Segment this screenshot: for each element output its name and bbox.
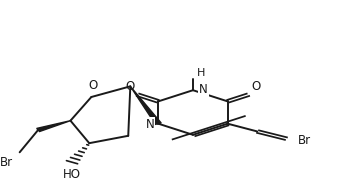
Text: N: N bbox=[199, 83, 208, 96]
Polygon shape bbox=[37, 121, 71, 132]
Text: N: N bbox=[145, 118, 154, 131]
Text: H: H bbox=[197, 68, 206, 78]
Text: O: O bbox=[89, 79, 98, 92]
Text: Br: Br bbox=[0, 156, 13, 169]
Polygon shape bbox=[130, 86, 161, 124]
Text: O: O bbox=[125, 80, 134, 93]
Text: HO: HO bbox=[63, 168, 81, 181]
Text: O: O bbox=[251, 80, 260, 93]
Text: Br: Br bbox=[298, 134, 311, 147]
